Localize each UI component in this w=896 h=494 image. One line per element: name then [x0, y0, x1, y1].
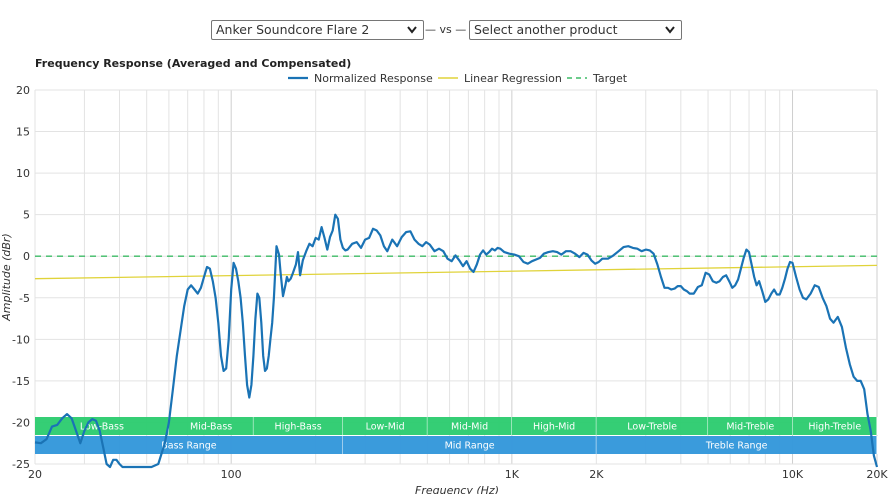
product-b-placeholder: Select another product	[474, 22, 618, 37]
band-label: Low-Bass	[80, 422, 124, 433]
legend-entry: Linear Regression	[464, 72, 562, 85]
chevron-down-icon	[665, 26, 675, 34]
series-normalized-response	[34, 213, 879, 469]
series-linear-regression	[34, 264, 878, 280]
x-axis-label: Frequency (Hz)	[415, 484, 499, 494]
grid	[34, 89, 878, 465]
band-bass-range	[35, 436, 343, 454]
band-low-mid	[342, 417, 428, 435]
y-tick-label: -5	[19, 292, 30, 305]
legend-entry: Target	[592, 72, 628, 85]
y-tick-label: 10	[16, 167, 30, 180]
chart-title: Frequency Response (Averaged and Compens…	[35, 57, 352, 70]
band-label: Bass Range	[161, 441, 217, 452]
product-selector-bar: Anker Soundcore Flare 2 — vs — Select an…	[0, 20, 896, 42]
band-low-bass	[35, 417, 169, 435]
band-mid-range	[342, 436, 597, 454]
band-label: High-Bass	[275, 422, 322, 433]
band-mid-mid	[427, 417, 512, 435]
product-b-select[interactable]: Select another product	[469, 20, 682, 40]
chevron-down-icon	[407, 26, 417, 34]
x-tick-label: 20	[28, 468, 42, 481]
y-tick-label: 5	[23, 209, 30, 222]
y-tick-label: 20	[16, 84, 30, 97]
y-tick-label: 15	[16, 126, 30, 139]
x-tick-label: 1K	[505, 468, 520, 481]
y-tick-label: 0	[23, 250, 30, 263]
y-tick-label: -10	[12, 333, 30, 346]
band-label: Mid Range	[445, 441, 495, 452]
band-high-mid	[511, 417, 597, 435]
band-low-treble	[596, 417, 709, 435]
x-tick-label: 10K	[782, 468, 804, 481]
band-mid-treble	[708, 417, 793, 435]
vs-separator: — vs —	[425, 23, 467, 36]
band-high-treble	[792, 417, 877, 435]
product-a-value: Anker Soundcore Flare 2	[216, 22, 370, 37]
y-tick-label: -25	[12, 458, 30, 471]
band-treble-range	[596, 436, 877, 454]
band-label: High-Treble	[808, 422, 861, 433]
product-a-select[interactable]: Anker Soundcore Flare 2	[211, 20, 424, 40]
x-tick-label: 20K	[866, 468, 888, 481]
y-tick-label: -15	[12, 375, 30, 388]
band-label: Low-Mid	[366, 422, 405, 433]
band-label: Mid-Bass	[190, 422, 232, 433]
series-lines	[34, 213, 879, 469]
x-tick-label: 2K	[589, 468, 604, 481]
y-tick-label: -20	[12, 416, 30, 429]
band-label: Treble Range	[705, 441, 768, 452]
y-axis-label: Amplitude (dBr)	[0, 233, 13, 322]
x-tick-label: 100	[221, 468, 242, 481]
legend: Normalized Response Target Linear Regressi…	[288, 72, 628, 85]
band-label: Mid-Treble	[726, 422, 774, 433]
band-high-bass	[253, 417, 343, 435]
frequency-bands: Low-Bass Mid-Bass High-Bass Low-Mid Mid-Mid H…	[35, 417, 878, 454]
band-mid-bass	[168, 417, 254, 435]
band-label: Mid-Mid	[451, 422, 488, 433]
band-label: Low-Treble	[627, 422, 677, 433]
legend-entry: Normalized Response	[314, 72, 433, 85]
band-label: High-Mid	[533, 422, 575, 433]
